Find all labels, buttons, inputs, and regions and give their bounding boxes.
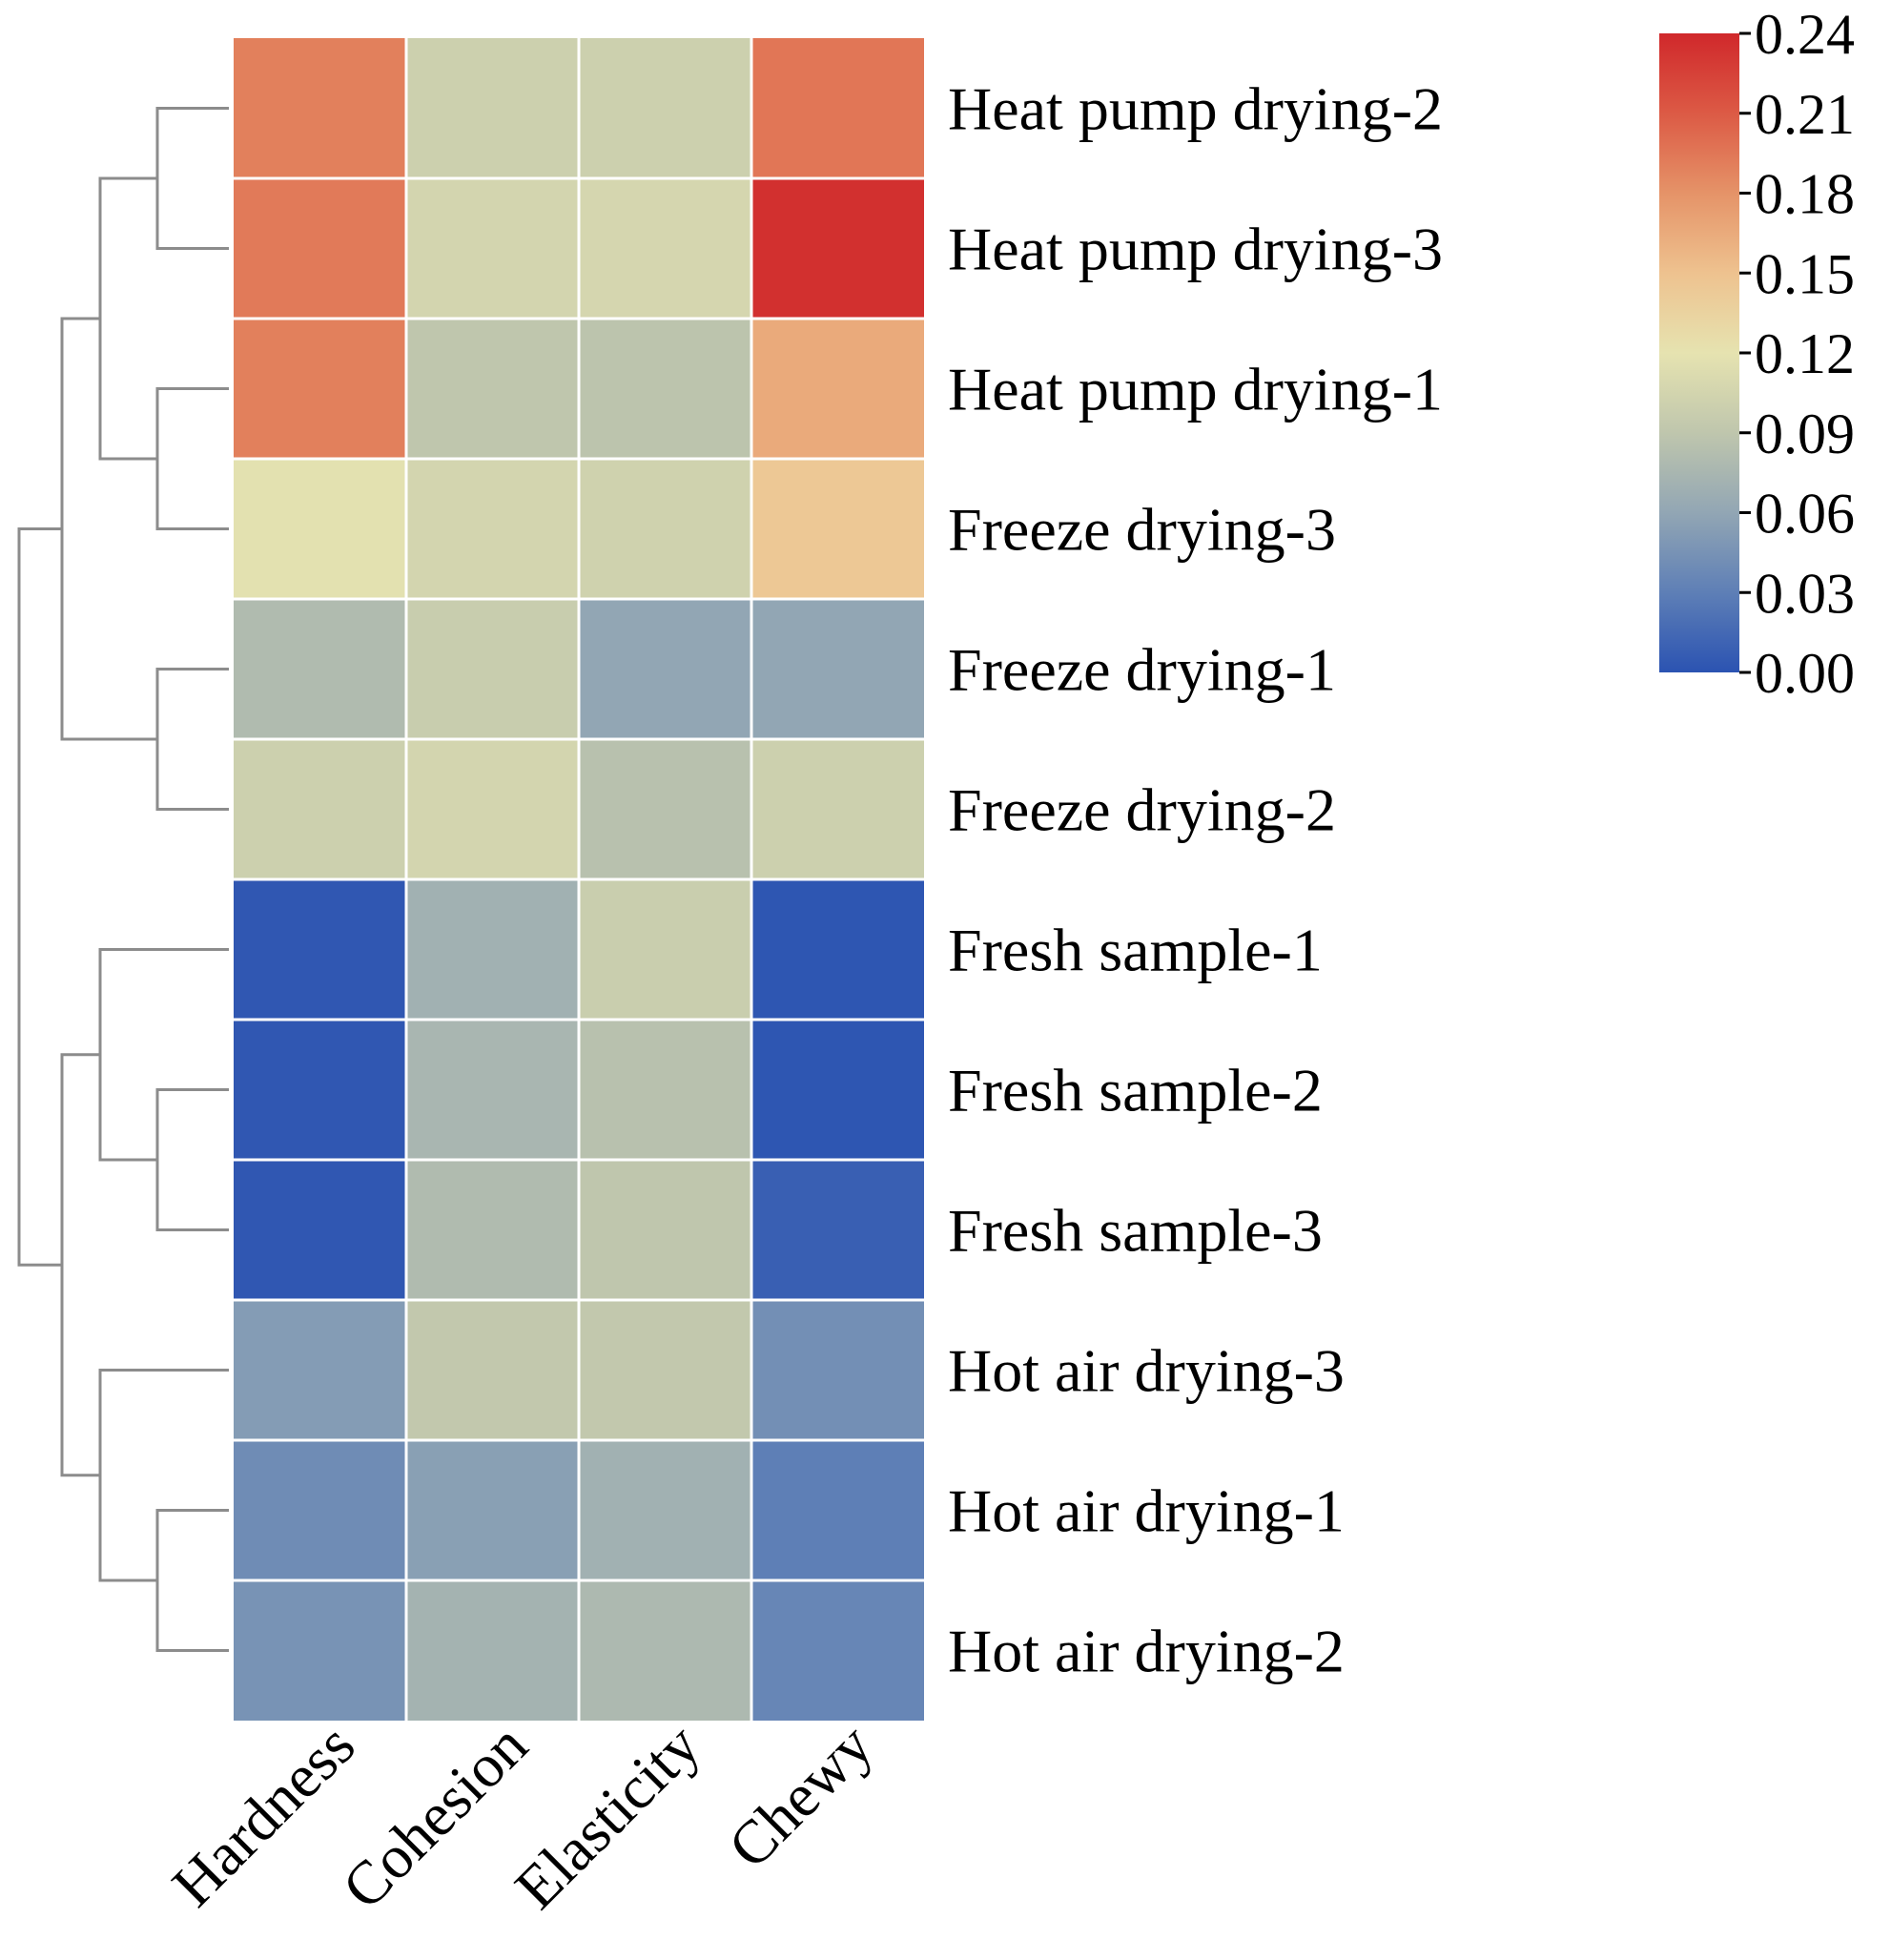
cell-hot-air-drying-3-cohesion — [406, 1300, 579, 1440]
cell-heat-pump-drying-1-hardness — [234, 319, 406, 459]
row-label-heat-pump-drying-2: Heat pump drying-2 — [948, 75, 1443, 143]
cell-hot-air-drying-3-chewy — [751, 1300, 924, 1440]
cell-heat-pump-drying-3-hardness — [234, 178, 406, 319]
colorbar-tick-label: 0.03 — [1755, 562, 1855, 625]
dendrogram-branch — [60, 317, 157, 741]
cell-fresh-sample-3-elasticity — [579, 1160, 751, 1300]
cell-fresh-sample-2-cohesion — [406, 1020, 579, 1160]
dendrogram-branch — [60, 1053, 100, 1477]
colorbar-tick-label: 0.12 — [1755, 322, 1855, 385]
cell-hot-air-drying-2-cohesion — [406, 1580, 579, 1721]
cell-fresh-sample-2-elasticity — [579, 1020, 751, 1160]
dendrogram-branch — [155, 668, 229, 811]
dendrogram-branch — [155, 387, 229, 530]
column-label-cohesion: Cohesion — [329, 1711, 540, 1922]
dendrogram-branch — [17, 527, 62, 1267]
colorbar-tick-label: 0.18 — [1755, 163, 1855, 226]
cell-freeze-drying-2-hardness — [234, 739, 406, 879]
cell-heat-pump-drying-1-elasticity — [579, 319, 751, 459]
colorbar-tick-label: 0.15 — [1755, 242, 1855, 305]
row-label-freeze-drying-2: Freeze drying-2 — [948, 776, 1336, 844]
column-label-chewy: Chewy — [715, 1711, 885, 1881]
colorbar-gradient — [1659, 33, 1739, 672]
cell-hot-air-drying-1-cohesion — [406, 1440, 579, 1580]
cell-fresh-sample-3-chewy — [751, 1160, 924, 1300]
row-dendrogram — [17, 107, 229, 1652]
dendrogram-branch — [155, 1509, 229, 1652]
row-label-heat-pump-drying-3: Heat pump drying-3 — [948, 216, 1443, 283]
cell-hot-air-drying-1-chewy — [751, 1440, 924, 1580]
row-label-fresh-sample-2: Fresh sample-2 — [948, 1057, 1323, 1124]
cell-heat-pump-drying-1-cohesion — [406, 319, 579, 459]
cell-hot-air-drying-2-hardness — [234, 1580, 406, 1721]
cell-hot-air-drying-1-elasticity — [579, 1440, 751, 1580]
dendrogram-branch — [98, 1369, 229, 1582]
colorbar-tick-label: 0.21 — [1755, 83, 1855, 146]
row-label-fresh-sample-3: Fresh sample-3 — [948, 1197, 1323, 1265]
row-label-freeze-drying-1: Freeze drying-1 — [948, 636, 1336, 704]
cell-freeze-drying-2-elasticity — [579, 739, 751, 879]
row-label-hot-air-drying-3: Hot air drying-3 — [948, 1337, 1345, 1405]
cell-freeze-drying-3-cohesion — [406, 459, 579, 599]
cell-fresh-sample-3-cohesion — [406, 1160, 579, 1300]
cell-hot-air-drying-3-hardness — [234, 1300, 406, 1440]
cell-heat-pump-drying-3-elasticity — [579, 178, 751, 319]
dendrogram-branch — [98, 176, 157, 461]
row-label-hot-air-drying-2: Hot air drying-2 — [948, 1618, 1345, 1685]
row-label-heat-pump-drying-1: Heat pump drying-1 — [948, 356, 1443, 423]
dendrogram-branch — [155, 1088, 229, 1231]
cell-hot-air-drying-2-elasticity — [579, 1580, 751, 1721]
cell-freeze-drying-3-chewy — [751, 459, 924, 599]
cell-fresh-sample-1-hardness — [234, 879, 406, 1020]
cell-hot-air-drying-1-hardness — [234, 1440, 406, 1580]
cell-hot-air-drying-2-chewy — [751, 1580, 924, 1721]
cell-hot-air-drying-3-elasticity — [579, 1300, 751, 1440]
row-label-hot-air-drying-1: Hot air drying-1 — [948, 1477, 1345, 1545]
cell-fresh-sample-2-chewy — [751, 1020, 924, 1160]
cell-heat-pump-drying-3-chewy — [751, 178, 924, 319]
cell-heat-pump-drying-2-cohesion — [406, 38, 579, 178]
heatmap-cells — [234, 38, 924, 1721]
cell-fresh-sample-2-hardness — [234, 1020, 406, 1160]
cell-heat-pump-drying-2-elasticity — [579, 38, 751, 178]
cell-separators — [234, 38, 924, 1721]
row-label-fresh-sample-1: Fresh sample-1 — [948, 917, 1323, 984]
cell-heat-pump-drying-2-hardness — [234, 38, 406, 178]
cell-freeze-drying-1-hardness — [234, 599, 406, 739]
cell-heat-pump-drying-1-chewy — [751, 319, 924, 459]
cell-freeze-drying-1-elasticity — [579, 599, 751, 739]
colorbar: 0.00 0.03 0.06 0.09 0.12 0.15 0.18 0.21 0.24 — [1659, 3, 1855, 705]
cell-freeze-drying-1-cohesion — [406, 599, 579, 739]
row-label-freeze-drying-3: Freeze drying-3 — [948, 496, 1336, 564]
cell-freeze-drying-2-cohesion — [406, 739, 579, 879]
cell-fresh-sample-3-hardness — [234, 1160, 406, 1300]
cell-freeze-drying-3-hardness — [234, 459, 406, 599]
row-labels: Heat pump drying-2 Heat pump drying-3 Heat… — [948, 75, 1443, 1685]
colorbar-tick-label: 0.06 — [1755, 483, 1855, 546]
cell-fresh-sample-1-cohesion — [406, 879, 579, 1020]
colorbar-tick-label: 0.24 — [1755, 3, 1855, 66]
dendrogram-branch — [98, 948, 229, 1162]
dendrogram-branch — [155, 107, 229, 250]
cell-freeze-drying-3-elasticity — [579, 459, 751, 599]
cell-heat-pump-drying-2-chewy — [751, 38, 924, 178]
colorbar-tick-label: 0.09 — [1755, 402, 1855, 465]
cell-heat-pump-drying-3-cohesion — [406, 178, 579, 319]
colorbar-tick-label: 0.00 — [1755, 642, 1855, 705]
cell-freeze-drying-2-chewy — [751, 739, 924, 879]
column-label-hardness: Hardness — [159, 1711, 368, 1920]
cell-freeze-drying-1-chewy — [751, 599, 924, 739]
cell-fresh-sample-1-elasticity — [579, 879, 751, 1020]
cell-fresh-sample-1-chewy — [751, 879, 924, 1020]
column-label-elasticity: Elasticity — [502, 1711, 712, 1922]
